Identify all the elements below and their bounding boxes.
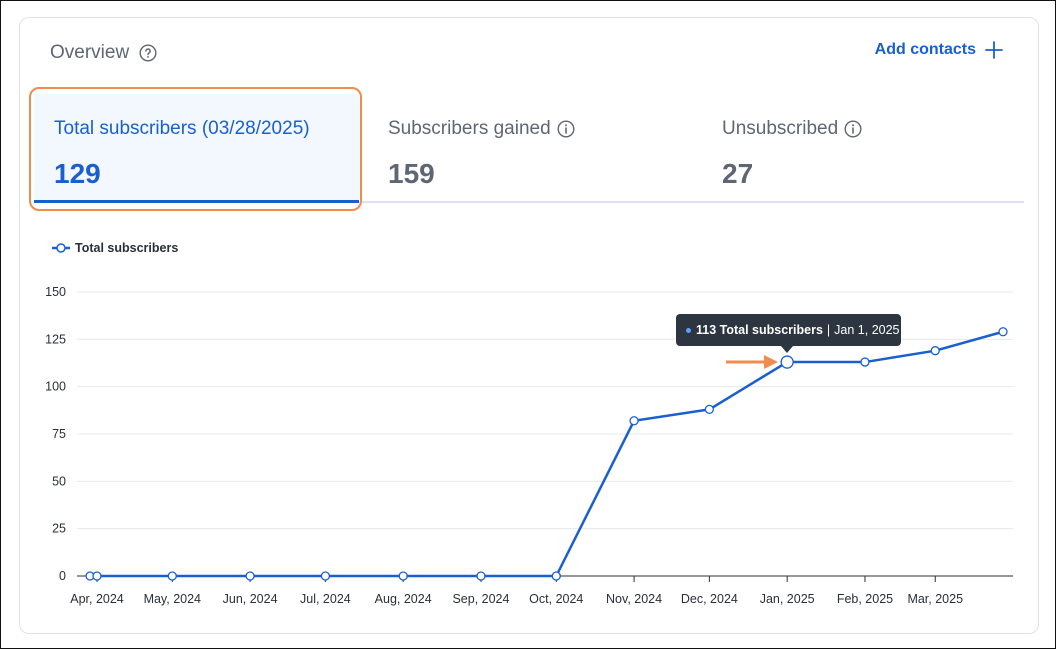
- chart-tooltip: 113 Total subscribers | Jan 1, 2025: [676, 314, 901, 346]
- x-tick-label: May, 2024: [144, 592, 201, 606]
- tooltip-caret: [781, 346, 793, 353]
- tab-unsubscribed-label: Unsubscribed: [722, 118, 839, 139]
- arrow-head: [764, 355, 778, 369]
- data-point[interactable]: [167, 571, 177, 581]
- tab-unsubscribed-header: Unsubscribed: [722, 118, 862, 140]
- plus-icon: [985, 41, 1003, 59]
- data-point[interactable]: [704, 404, 715, 415]
- x-tick-label: Mar, 2025: [907, 592, 963, 606]
- hovered-data-point[interactable]: [780, 355, 794, 369]
- x-tick-label: Oct, 2024: [529, 592, 583, 606]
- y-tick-label: 100: [45, 380, 66, 394]
- tab-subscribers-gained[interactable]: Subscribers gained 159: [368, 94, 698, 202]
- data-point[interactable]: [551, 571, 561, 581]
- x-tick-label: Jun, 2024: [223, 592, 278, 606]
- info-icon[interactable]: [844, 120, 862, 138]
- overview-header: Overview: [50, 42, 157, 64]
- x-tick-label: Apr, 2024: [70, 592, 124, 606]
- x-tick-label: Feb, 2025: [837, 592, 893, 606]
- y-tick-label: 25: [52, 522, 66, 536]
- data-point[interactable]: [245, 571, 255, 581]
- x-tick-label: Sep, 2024: [452, 592, 509, 606]
- y-tick-label: 150: [45, 285, 66, 299]
- tab-total-subscribers-label: Total subscribers (03/28/2025): [54, 118, 310, 139]
- x-tick-label: Aug, 2024: [375, 592, 432, 606]
- chart-legend[interactable]: Total subscribers: [52, 241, 178, 255]
- y-tick-label: 0: [59, 569, 66, 583]
- data-point[interactable]: [930, 346, 940, 356]
- data-point[interactable]: [320, 571, 331, 581]
- add-contacts-label: Add contacts: [874, 41, 976, 58]
- legend-label: Total subscribers: [75, 241, 178, 255]
- data-point[interactable]: [860, 357, 870, 367]
- series-line-total-subscribers: [90, 330, 1004, 578]
- overview-title: Overview: [50, 42, 130, 63]
- x-tick-label: Dec, 2024: [681, 592, 738, 606]
- y-tick-label: 75: [52, 427, 66, 441]
- tab-subscribers-gained-label: Subscribers gained: [388, 118, 551, 139]
- tab-unsubscribed-value: 27: [722, 158, 754, 189]
- arrow-annotation: [726, 355, 778, 369]
- tab-subscribers-gained-value: 159: [388, 158, 435, 189]
- x-tick-label: Jul, 2024: [300, 592, 351, 606]
- data-point[interactable]: [476, 571, 486, 581]
- help-icon[interactable]: [139, 44, 157, 62]
- metric-tabs: Total subscribers (03/28/2025) 129 Subsc…: [34, 94, 1024, 204]
- info-icon[interactable]: [557, 120, 575, 138]
- tab-subscribers-gained-header: Subscribers gained: [388, 118, 575, 140]
- tooltip-separator: |: [826, 323, 831, 337]
- data-point[interactable]: [92, 571, 102, 581]
- tooltip-value: 113 Total subscribers: [696, 323, 823, 337]
- tooltip-date: Jan 1, 2025: [834, 323, 900, 337]
- y-tick-label: 50: [52, 474, 66, 488]
- tab-total-subscribers-value: 129: [54, 158, 101, 189]
- legend-marker: [56, 243, 66, 253]
- active-tab-indicator: [34, 200, 359, 203]
- data-point[interactable]: [998, 327, 1008, 337]
- tabs-underline: [34, 201, 1024, 203]
- add-contacts-button[interactable]: Add contacts: [875, 40, 1004, 60]
- tooltip-series-dot: [686, 327, 691, 333]
- data-point[interactable]: [398, 571, 408, 581]
- data-point[interactable]: [629, 416, 639, 426]
- x-tick-label: Jan, 2025: [760, 592, 815, 606]
- tab-total-subscribers[interactable]: Total subscribers (03/28/2025) 129: [34, 94, 359, 203]
- x-tick-label: Nov, 2024: [606, 592, 662, 606]
- tab-unsubscribed[interactable]: Unsubscribed 27: [702, 94, 1022, 202]
- y-tick-label: 125: [45, 332, 66, 346]
